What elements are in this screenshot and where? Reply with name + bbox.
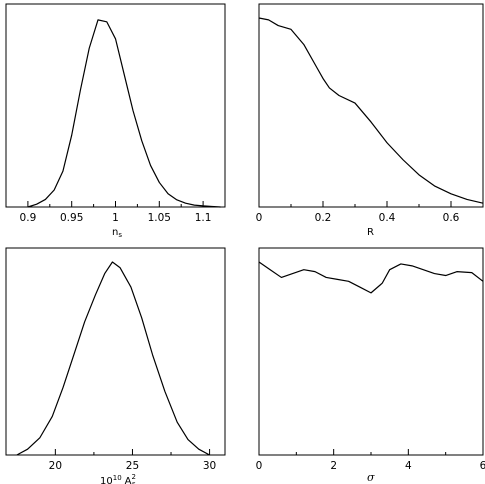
x-ticks: 20 25 30 (49, 449, 216, 472)
panel-ns: 0.9 0.95 1 1.05 1.1 ns (5, 3, 226, 239)
x-tick-label: 1 (112, 212, 119, 224)
plot-frame (258, 3, 484, 208)
series-line (27, 19, 221, 208)
panel-as: 20 25 30 1010 A2 s (5, 247, 226, 484)
x-ticks: 0 2 4 6 (256, 449, 485, 472)
plot-frame (258, 247, 484, 456)
panel-r: 0 0.2 0.4 0.6 R (256, 3, 484, 238)
x-ticks: 0.9 0.95 1 1.05 1.1 (20, 201, 212, 224)
x-tick-label: 0.6 (443, 212, 460, 224)
x-tick-label: 0 (256, 460, 263, 472)
x-axis-label: ns (112, 227, 122, 239)
x-tick-label: 0.95 (60, 212, 83, 224)
x-tick-label: 6 (480, 460, 485, 472)
x-tick-label: 25 (126, 460, 139, 472)
x-tick-label: 20 (49, 460, 62, 472)
x-axis-label: 1010 A2 s (100, 473, 136, 484)
x-tick-label: 1.05 (148, 212, 171, 224)
x-tick-label: 4 (405, 460, 412, 472)
x-tick-label: 0.9 (20, 212, 37, 224)
x-tick-label: 0 (256, 212, 263, 224)
x-tick-label: 0.4 (379, 212, 396, 224)
x-axis-label: R (367, 227, 374, 238)
plot-frame (5, 247, 226, 456)
series-line (258, 261, 484, 294)
plot-frame (5, 3, 226, 208)
x-tick-label: 0.2 (315, 212, 332, 224)
x-tick-label: 30 (203, 460, 216, 472)
x-ticks: 0 0.2 0.4 0.6 (256, 201, 460, 224)
x-tick-label: 1.1 (195, 212, 212, 224)
panel-sigma: 0 2 4 6 σ (256, 247, 485, 484)
x-axis-label: σ (367, 471, 375, 484)
series-line (258, 17, 484, 204)
x-tick-label: 2 (330, 460, 337, 472)
series-line (16, 261, 210, 456)
